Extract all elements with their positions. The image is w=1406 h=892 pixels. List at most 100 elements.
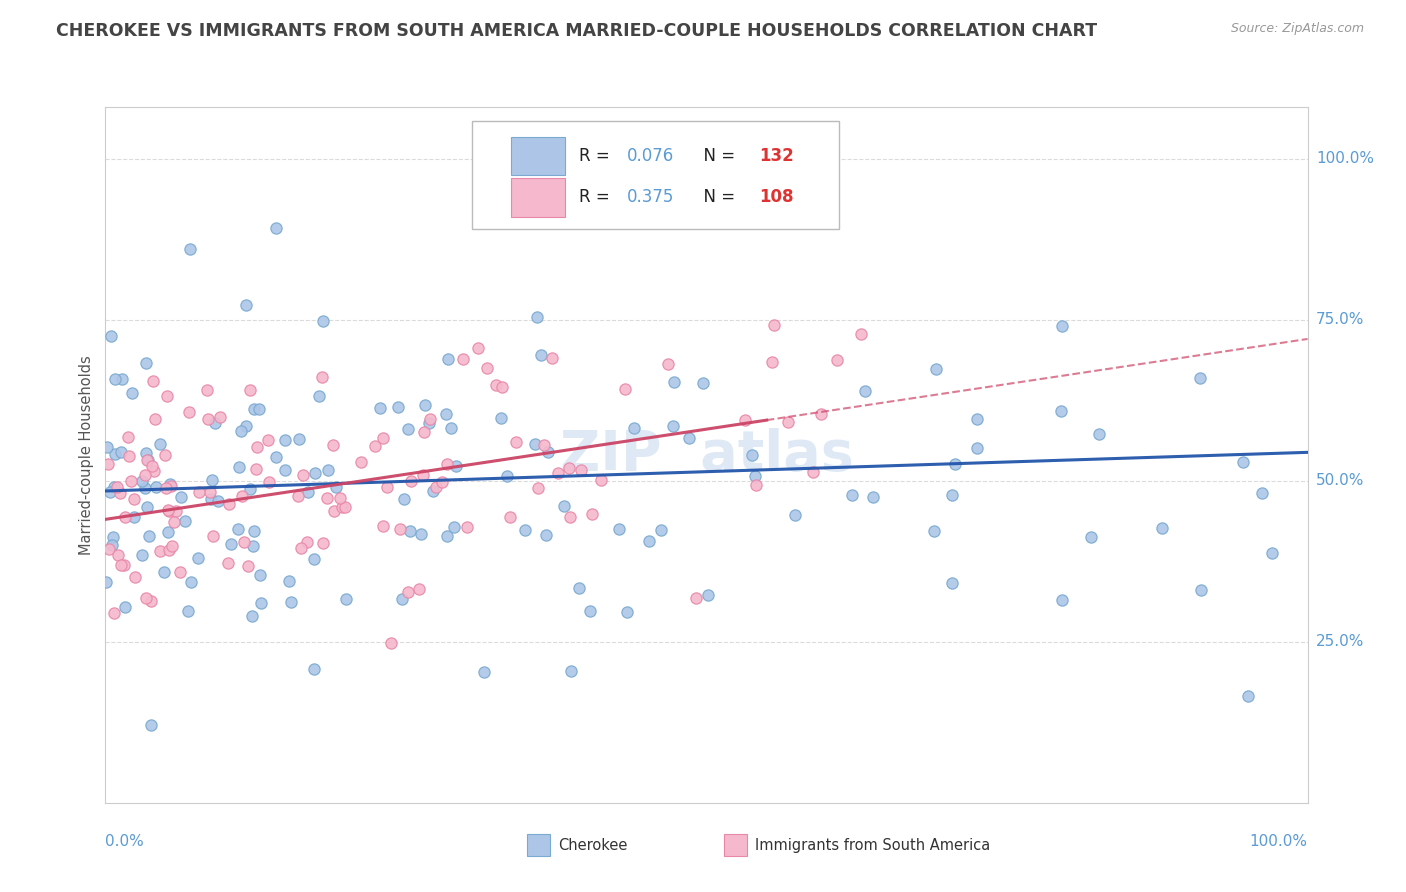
Point xyxy=(380,636,402,650)
Point xyxy=(371,431,394,445)
Point xyxy=(304,466,326,480)
Text: N =: N = xyxy=(693,147,741,165)
Point xyxy=(350,455,373,469)
Text: N =: N = xyxy=(693,188,741,206)
Point xyxy=(377,480,399,494)
Text: 100.0%: 100.0% xyxy=(1250,834,1308,849)
Point xyxy=(235,418,257,433)
Point xyxy=(425,480,447,494)
Point xyxy=(841,488,863,502)
Point xyxy=(475,361,498,376)
Text: 0.076: 0.076 xyxy=(627,147,675,165)
Point xyxy=(527,481,550,495)
Point xyxy=(236,559,259,574)
Point xyxy=(122,492,145,507)
Point xyxy=(229,424,252,438)
Point xyxy=(195,383,218,397)
Point xyxy=(434,407,457,421)
Point xyxy=(440,421,463,435)
Point xyxy=(534,528,557,542)
Point xyxy=(685,591,707,606)
Point xyxy=(853,384,876,398)
Point xyxy=(159,542,181,557)
FancyBboxPatch shape xyxy=(472,121,839,229)
Point xyxy=(104,372,127,386)
Text: Source: ZipAtlas.com: Source: ZipAtlas.com xyxy=(1230,22,1364,36)
Point xyxy=(179,243,201,257)
Point xyxy=(135,356,157,370)
Point xyxy=(662,375,685,389)
Point xyxy=(322,504,344,518)
Point xyxy=(135,453,157,467)
Point xyxy=(290,541,312,555)
Point xyxy=(368,401,391,415)
Point xyxy=(156,390,179,404)
Point xyxy=(153,565,176,579)
Point xyxy=(245,461,267,475)
Point xyxy=(239,483,262,497)
Point xyxy=(160,539,183,553)
Point xyxy=(387,400,409,414)
Point xyxy=(330,500,353,514)
Point xyxy=(292,467,315,482)
Point xyxy=(131,475,153,489)
Point xyxy=(219,537,242,551)
Text: 0.0%: 0.0% xyxy=(105,834,145,849)
Point xyxy=(616,605,638,619)
Point xyxy=(257,434,280,448)
Point xyxy=(496,469,519,483)
Point xyxy=(623,420,645,434)
Point xyxy=(134,482,156,496)
Bar xyxy=(510,178,565,217)
Point xyxy=(761,355,783,369)
Point xyxy=(1050,593,1073,607)
Point xyxy=(412,468,434,483)
Point xyxy=(179,405,201,419)
Point xyxy=(1232,454,1254,468)
Point xyxy=(335,591,357,606)
Point xyxy=(302,551,325,566)
Point xyxy=(333,500,356,515)
Point xyxy=(274,463,297,477)
Point xyxy=(678,431,700,445)
Point xyxy=(419,412,441,426)
Text: 25.0%: 25.0% xyxy=(1316,634,1364,649)
Point xyxy=(579,604,602,618)
Point xyxy=(329,491,352,505)
Point xyxy=(607,522,630,536)
Point xyxy=(401,474,423,488)
Point xyxy=(311,536,333,550)
Point xyxy=(98,484,121,499)
Text: Cherokee: Cherokee xyxy=(558,838,627,853)
Point xyxy=(524,437,547,451)
Point xyxy=(141,458,163,473)
Point xyxy=(966,441,988,455)
Point xyxy=(135,591,157,606)
Point xyxy=(432,475,454,489)
Point xyxy=(160,479,183,493)
Point xyxy=(412,425,434,439)
Point xyxy=(966,412,988,426)
Point xyxy=(124,509,146,524)
Point xyxy=(408,582,430,596)
Point xyxy=(581,507,603,521)
Point xyxy=(207,494,229,508)
Point xyxy=(231,489,253,503)
Point xyxy=(489,410,512,425)
Text: 50.0%: 50.0% xyxy=(1316,473,1364,488)
Point xyxy=(136,500,159,514)
Point xyxy=(925,362,948,376)
Point xyxy=(444,459,467,474)
Text: Immigrants from South America: Immigrants from South America xyxy=(755,838,990,853)
Point xyxy=(201,529,224,543)
Point xyxy=(159,477,181,491)
Point xyxy=(810,407,832,421)
Point xyxy=(778,415,800,429)
Text: 0.375: 0.375 xyxy=(627,188,675,206)
Point xyxy=(287,489,309,503)
Point xyxy=(131,548,153,562)
Point xyxy=(288,432,311,446)
Point xyxy=(413,398,436,412)
Point xyxy=(197,412,219,426)
Point xyxy=(118,449,141,463)
